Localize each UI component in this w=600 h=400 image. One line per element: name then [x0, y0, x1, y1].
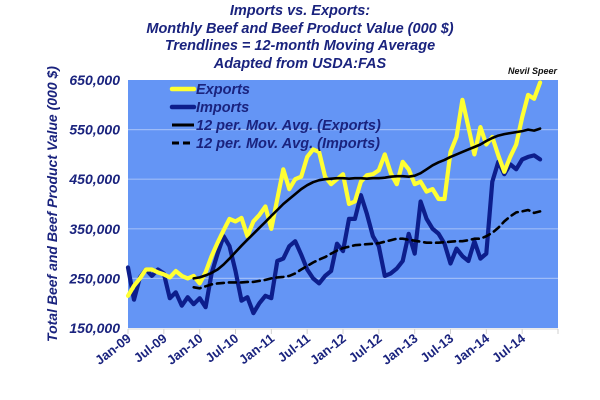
imports-moving-average-line — [192, 208, 542, 290]
y-axis-title: Total Beef and Beef Product Value (000 $… — [44, 66, 60, 342]
exports-moving-average-line — [192, 127, 542, 280]
plot-area — [128, 80, 558, 328]
x-tick-label: Jul-13 — [418, 331, 457, 366]
y-tick-label: 150,000 — [69, 320, 120, 336]
x-tick-label: Jan-13 — [379, 331, 421, 368]
x-tick-label: Jul-09 — [131, 331, 170, 366]
x-tick-label: Jan-12 — [307, 331, 349, 368]
legend-label: Imports — [196, 100, 249, 116]
y-tick-label: 550,000 — [69, 122, 120, 138]
legend-label: 12 per. Mov. Avg. (Imports) — [196, 136, 380, 152]
x-tick-label: Jan-11 — [236, 331, 277, 368]
x-axis: Jan-09Jul-09Jan-10Jul-10Jan-11Jul-11Jan-… — [92, 328, 559, 368]
legend-label: Exports — [196, 82, 250, 98]
chart-title-line-2: Monthly Beef and Beef Product Value (000… — [146, 20, 454, 37]
x-tick-label: Jul-14 — [489, 330, 528, 365]
x-tick-label: Jul-10 — [203, 331, 242, 366]
y-tick-label: 650,000 — [69, 72, 120, 88]
author-credit: Nevil Speer — [508, 66, 558, 76]
series-group — [125, 80, 543, 316]
chart-title-line-3: Trendlines = 12-month Moving Average — [164, 38, 436, 54]
x-tick-label: Jul-12 — [346, 331, 385, 366]
y-axis: 150,000 250,000 350,000 450,000 550,000 650,0… — [68, 72, 120, 336]
chart-title: Imports vs. Exports: Monthly Beef and Be… — [0, 3, 600, 73]
y-tick-label: 250,000 — [68, 270, 120, 286]
chart-title-line-4: Adapted from USDA:FAS — [213, 55, 387, 72]
x-tick-label: Jan-10 — [164, 331, 206, 368]
exports-line — [125, 80, 543, 298]
y-tick-label: 450,000 — [68, 171, 120, 187]
legend-label: 12 per. Mov. Avg. (Exports) — [196, 118, 381, 134]
y-tick-label: 350,000 — [69, 221, 120, 237]
x-tick-label: Jul-11 — [275, 331, 313, 366]
x-tick-label: Jan-09 — [92, 331, 134, 368]
chart-title-line-1: Imports vs. Exports: — [229, 3, 371, 19]
imports-line — [125, 153, 543, 316]
x-tick-label: Jan-14 — [450, 330, 492, 368]
legend: Exports Imports 12 per. Mov. Avg. (Exports… — [169, 82, 381, 152]
